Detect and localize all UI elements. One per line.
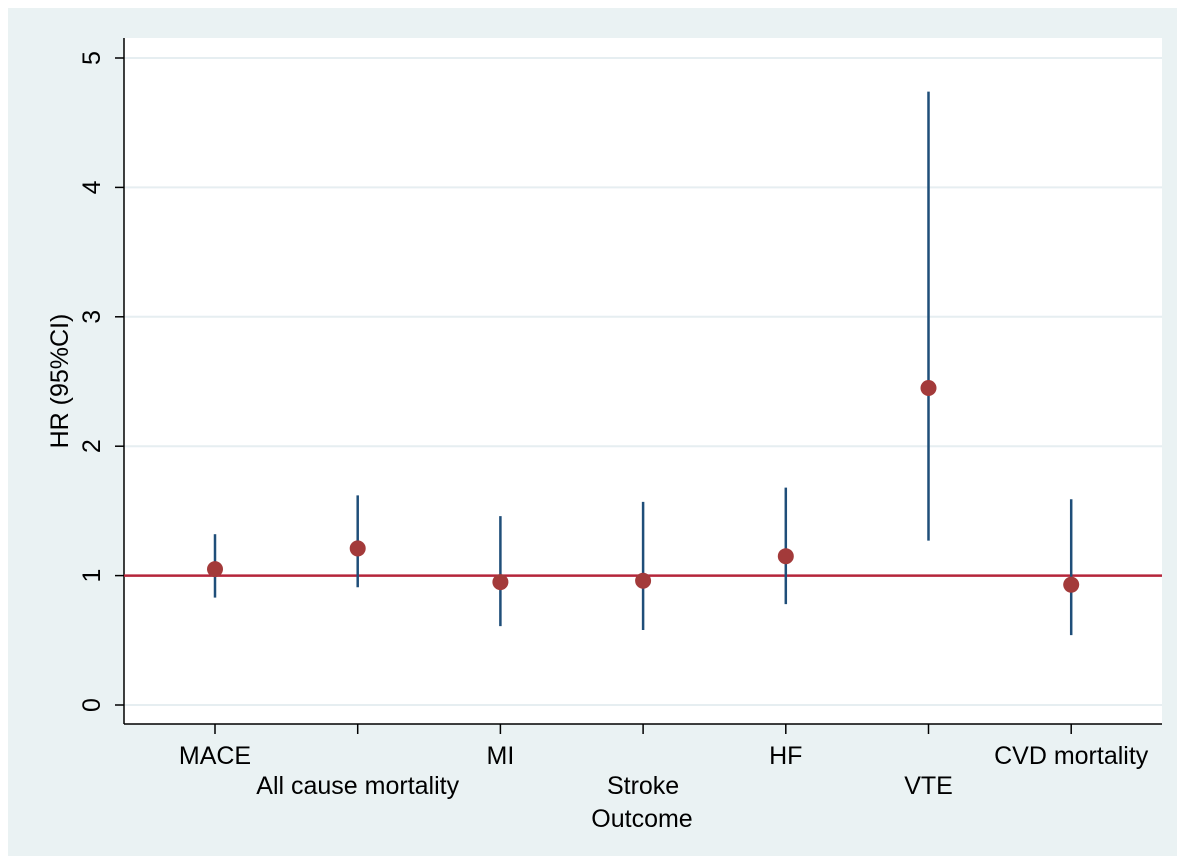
hr-point (349, 540, 366, 557)
y-tick-label: 2 (78, 439, 106, 453)
chart-figure: 0 1 2 3 4 5 MACE All cause mortality MI Stroke HF… (8, 8, 1177, 856)
x-tick-label: CVD mortality (994, 742, 1149, 770)
y-axis-title: HR (95%CI) (46, 314, 74, 449)
hr-point (1063, 576, 1080, 593)
hr-point (635, 572, 652, 589)
x-tick-label: HF (769, 742, 802, 770)
hr-point (207, 561, 223, 578)
y-tick-label: 5 (78, 51, 106, 65)
y-tick-label: 3 (78, 310, 106, 324)
x-tick-label: Stroke (607, 772, 679, 800)
x-tick-label: VTE (904, 772, 953, 800)
y-tick-label: 1 (78, 569, 106, 583)
y-tick-label: 4 (78, 180, 106, 194)
hr-point (777, 548, 794, 565)
hr-point (920, 379, 937, 396)
x-axis-title: Outcome (591, 805, 692, 833)
y-tick-label: 0 (78, 698, 106, 712)
x-tick-label: MACE (179, 742, 251, 770)
hr-point (492, 574, 509, 591)
y-axis: 0 1 2 3 4 5 (78, 38, 125, 724)
hazard-ratio-points (207, 379, 1080, 593)
x-tick-label: MI (487, 742, 515, 770)
x-tick-label: All cause mortality (256, 772, 459, 800)
